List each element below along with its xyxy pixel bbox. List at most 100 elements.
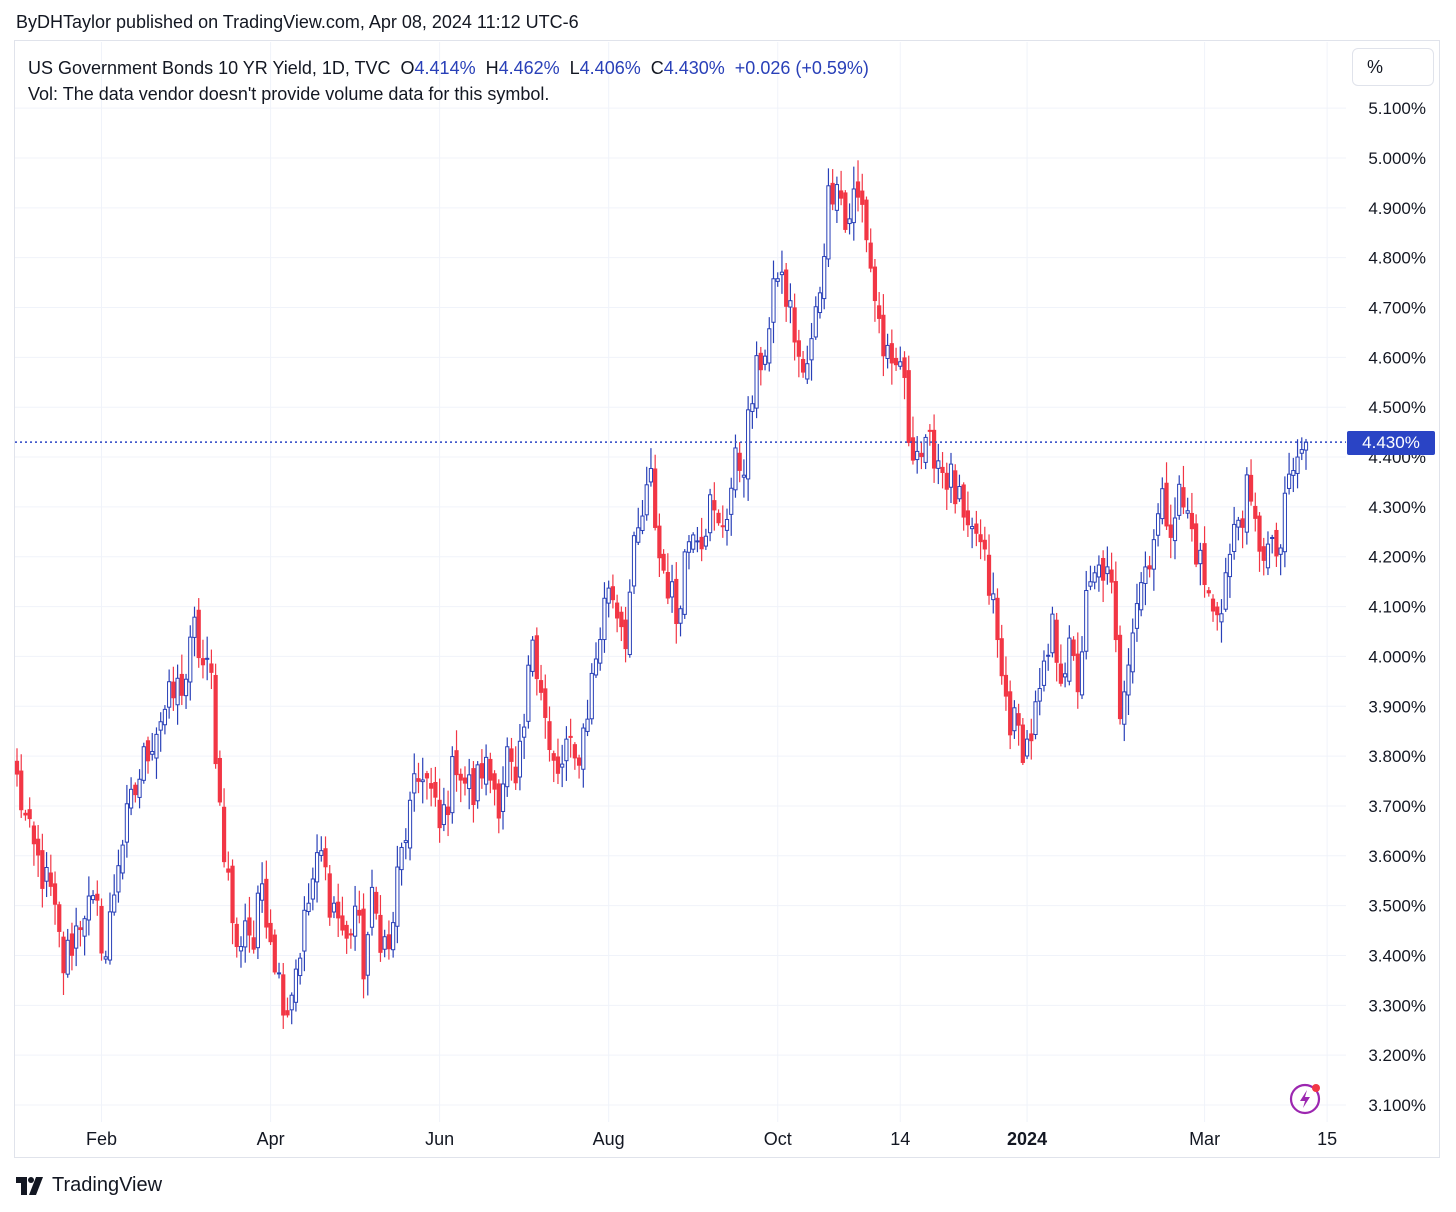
candle	[1134, 583, 1140, 642]
candle-body	[619, 611, 624, 628]
candle	[669, 564, 675, 613]
candle	[839, 170, 844, 206]
candle	[1050, 606, 1055, 658]
candle-body	[1286, 473, 1292, 489]
candle-body	[183, 678, 189, 697]
candle	[391, 911, 396, 958]
candle-body	[433, 781, 438, 798]
candle-body	[1075, 653, 1080, 693]
candle-body	[1050, 613, 1055, 654]
candle	[103, 950, 108, 964]
legend-change: +0.026 (+0.59%)	[734, 58, 869, 78]
candle	[433, 766, 438, 807]
candle-body	[636, 527, 641, 543]
candle-body	[796, 340, 801, 357]
candle	[564, 726, 569, 781]
candle	[746, 396, 751, 501]
candle-body	[830, 182, 835, 205]
tradingview-wordmark: TradingView	[52, 1174, 163, 1196]
candle-body	[44, 867, 49, 882]
candle	[1067, 625, 1072, 686]
candle	[1210, 594, 1216, 622]
legend-symbol: US Government Bonds 10 YR Yield, 1D, TVC	[28, 58, 391, 78]
x-tick-label: Oct	[764, 1129, 792, 1149]
candle	[467, 758, 472, 810]
candle	[107, 892, 113, 965]
candle	[906, 355, 911, 447]
candle-body	[1134, 603, 1140, 629]
candle-body	[1139, 582, 1144, 611]
candle	[74, 907, 79, 967]
candle-body	[1282, 492, 1287, 553]
candle-body	[631, 535, 637, 587]
candle	[1172, 497, 1178, 560]
candle-body	[691, 534, 696, 550]
candle-body	[817, 292, 823, 314]
y-tick-label: 4.600%	[1368, 348, 1426, 367]
candle	[407, 791, 413, 861]
candle-body	[344, 924, 349, 939]
tradingview-brand[interactable]: TradingView	[16, 1174, 162, 1197]
scale-mode-button[interactable]: %	[1352, 48, 1434, 86]
legend-open-label: O	[400, 58, 415, 78]
candle-body	[771, 278, 776, 323]
candle	[137, 769, 142, 809]
candle-body	[834, 184, 839, 211]
candle	[1008, 680, 1013, 750]
y-tick-label: 3.500%	[1368, 897, 1426, 916]
legend-low: 4.406%	[579, 58, 641, 78]
candle-body	[133, 784, 138, 796]
candle	[437, 778, 442, 843]
candle-body	[450, 756, 455, 814]
candle-body	[851, 188, 856, 224]
candle-body	[158, 721, 163, 731]
candle-body	[1265, 543, 1271, 569]
candle	[644, 466, 649, 521]
legend-close-label: C	[650, 58, 664, 78]
candle-body	[560, 763, 565, 768]
candle-body	[623, 619, 628, 650]
candle	[175, 664, 180, 725]
legend-low-label: L	[569, 58, 580, 78]
candle-body	[226, 868, 231, 873]
candle	[1109, 552, 1114, 594]
candle-body	[171, 681, 176, 699]
candle	[817, 286, 823, 319]
candle	[995, 588, 1000, 658]
candle-body	[103, 956, 108, 960]
candle-body	[285, 1010, 290, 1016]
candle-body	[154, 733, 159, 759]
candle	[327, 864, 332, 926]
candle-body	[348, 933, 353, 936]
candle-body	[526, 664, 531, 722]
candle-body	[699, 536, 704, 550]
candle	[547, 706, 552, 762]
candle-body	[864, 199, 869, 241]
candle	[1029, 718, 1034, 760]
candle	[691, 532, 696, 553]
candle	[264, 860, 269, 939]
candle	[1181, 465, 1186, 515]
candle	[640, 500, 645, 535]
candle-body	[1168, 524, 1173, 538]
candle	[1244, 467, 1249, 545]
candle	[1088, 565, 1093, 591]
candle-body	[492, 773, 497, 790]
candle	[217, 750, 222, 806]
candle	[657, 513, 662, 578]
candle	[1126, 648, 1131, 716]
candle	[492, 770, 497, 806]
candle-body	[826, 185, 831, 260]
lightning-bolt-icon[interactable]	[1288, 1080, 1324, 1121]
candle-body	[268, 922, 273, 943]
candle	[543, 674, 548, 739]
candle	[931, 414, 937, 483]
candle-body	[479, 763, 484, 779]
candle	[598, 627, 603, 671]
candle-body	[534, 635, 539, 680]
candle	[1189, 492, 1194, 542]
candle	[479, 749, 484, 789]
candle	[1084, 570, 1089, 660]
candle-body	[137, 778, 142, 798]
